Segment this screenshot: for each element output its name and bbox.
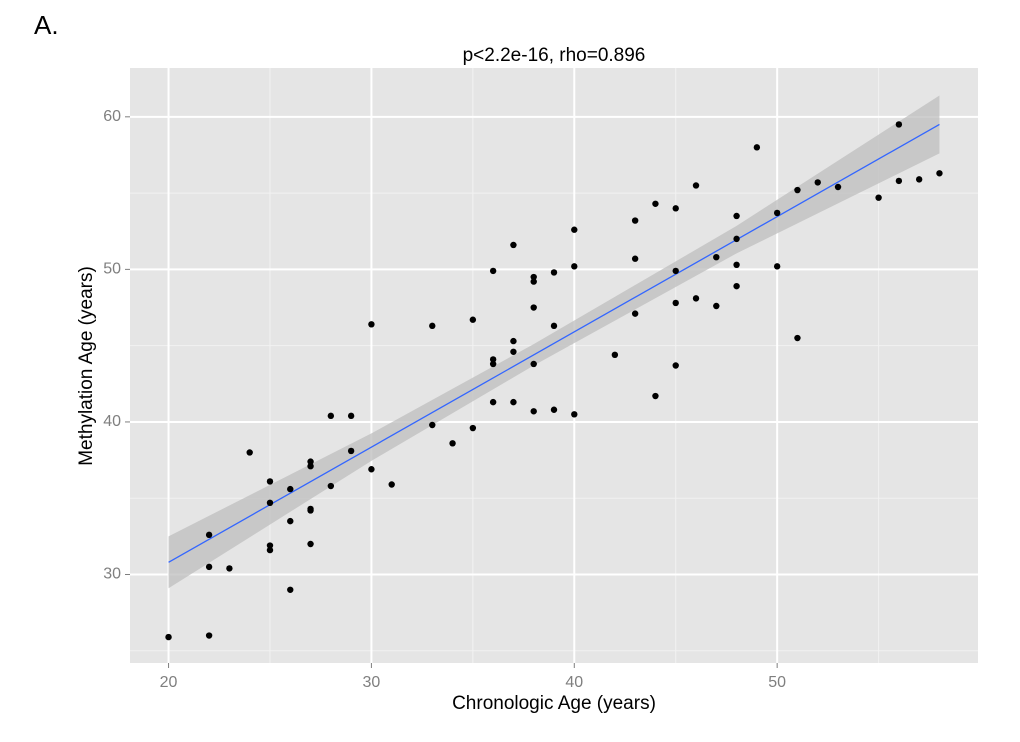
point xyxy=(226,565,233,572)
point xyxy=(571,411,578,418)
point xyxy=(631,310,639,317)
point xyxy=(266,542,274,549)
y-tick-label: 40 xyxy=(103,413,121,430)
x-axis-label: Chronologic Age (years) xyxy=(452,693,656,714)
x-tick-label: 40 xyxy=(565,674,583,691)
point xyxy=(205,632,213,639)
point xyxy=(672,205,679,212)
x-tick-label: 30 xyxy=(363,674,381,691)
point xyxy=(550,406,558,413)
point xyxy=(469,424,477,432)
point xyxy=(327,412,335,420)
point xyxy=(510,337,517,345)
chart-title: p<2.2e-16, rho=0.896 xyxy=(463,45,646,66)
point xyxy=(246,449,253,456)
point xyxy=(510,348,517,355)
point xyxy=(794,186,801,194)
point xyxy=(875,194,882,201)
panel-label: A. xyxy=(34,10,59,40)
point xyxy=(895,121,903,128)
point xyxy=(773,209,781,217)
point xyxy=(266,478,274,485)
point xyxy=(530,273,537,281)
point xyxy=(814,179,821,186)
point xyxy=(307,462,314,470)
point xyxy=(530,304,537,311)
point xyxy=(733,282,740,290)
point xyxy=(773,263,781,270)
point xyxy=(307,458,314,465)
x-tick-label: 20 xyxy=(160,674,178,691)
point xyxy=(631,217,639,224)
regression-line xyxy=(168,123,940,563)
point xyxy=(794,334,801,342)
point xyxy=(165,633,172,641)
point xyxy=(672,362,679,369)
point xyxy=(429,322,436,330)
point xyxy=(611,351,619,359)
point xyxy=(733,212,740,220)
point xyxy=(936,170,943,177)
point xyxy=(713,253,720,261)
point xyxy=(266,499,274,507)
point xyxy=(834,183,842,191)
point xyxy=(652,392,659,400)
y-tick-label: 60 xyxy=(103,108,121,125)
y-tick-label: 50 xyxy=(103,261,121,278)
point xyxy=(530,360,537,368)
confidence-band xyxy=(168,95,940,589)
point xyxy=(266,546,274,554)
point xyxy=(307,540,314,548)
y-tick-label: 30 xyxy=(103,566,121,583)
point xyxy=(550,322,558,330)
point xyxy=(713,302,720,310)
x-tick-label: 50 xyxy=(768,674,786,691)
point xyxy=(489,360,497,368)
point xyxy=(388,481,395,488)
point xyxy=(489,267,497,275)
point xyxy=(530,278,537,285)
point xyxy=(571,263,578,270)
point xyxy=(510,241,517,249)
point xyxy=(449,440,456,447)
point xyxy=(327,482,335,490)
point xyxy=(287,517,294,525)
point xyxy=(733,235,740,243)
point xyxy=(429,421,436,429)
point xyxy=(733,261,740,269)
point xyxy=(510,398,517,406)
point xyxy=(753,144,761,151)
point xyxy=(368,466,375,473)
y-axis-label: Methylation Age (years) xyxy=(76,266,97,466)
point xyxy=(550,269,558,276)
point xyxy=(368,321,375,328)
point xyxy=(692,182,700,189)
point xyxy=(672,267,679,275)
point xyxy=(915,176,923,183)
point xyxy=(530,408,537,415)
point xyxy=(205,531,213,539)
point xyxy=(672,299,679,307)
point xyxy=(469,316,477,323)
point xyxy=(287,586,294,593)
point xyxy=(307,507,314,514)
point xyxy=(652,200,659,207)
point xyxy=(571,226,578,233)
point xyxy=(631,255,639,262)
point xyxy=(895,177,903,185)
point xyxy=(489,356,497,363)
point xyxy=(205,563,213,571)
point xyxy=(489,398,497,406)
point xyxy=(347,447,355,455)
point xyxy=(287,485,294,493)
point xyxy=(692,295,700,302)
point xyxy=(347,412,355,420)
